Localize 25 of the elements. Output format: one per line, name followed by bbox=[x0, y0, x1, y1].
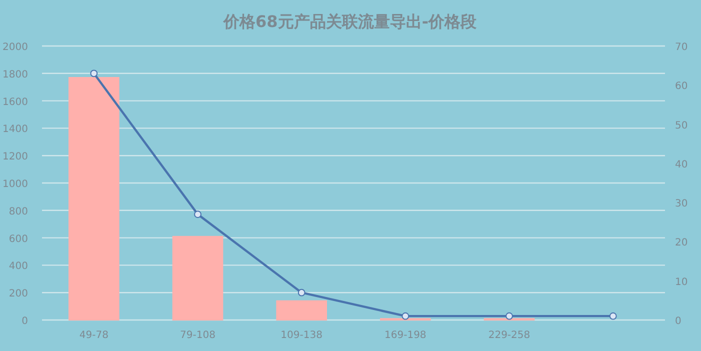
y2tick: 0 bbox=[675, 316, 682, 327]
ytick: 800 bbox=[8, 206, 28, 218]
y2tick: 70 bbox=[675, 42, 688, 53]
xtick: 79-108 bbox=[180, 330, 216, 341]
title: 价格68元产品关联流量导出-价格段 bbox=[224, 12, 476, 31]
ytick: 2000 bbox=[2, 42, 28, 53]
xtick: 229-258 bbox=[488, 330, 530, 341]
ytick: 400 bbox=[8, 261, 28, 272]
ytick: 1000 bbox=[2, 179, 28, 190]
y2tick: 40 bbox=[675, 159, 688, 170]
ytick: 1400 bbox=[2, 124, 28, 136]
ytick: 1600 bbox=[2, 96, 28, 108]
y2tick: 60 bbox=[675, 81, 688, 92]
ytick: 1800 bbox=[2, 69, 28, 80]
y2tick: 10 bbox=[675, 276, 688, 288]
ytick: 0 bbox=[22, 316, 28, 327]
xtick: 109-138 bbox=[280, 330, 322, 341]
y2tick: 50 bbox=[675, 120, 688, 132]
xtick: 49-78 bbox=[79, 330, 108, 341]
y2tick: 20 bbox=[675, 238, 688, 249]
ytick: 600 bbox=[8, 234, 28, 245]
ytick: 1200 bbox=[2, 152, 28, 163]
y2tick: 30 bbox=[675, 198, 688, 210]
xtick: 169-198 bbox=[384, 330, 426, 341]
ytick: 200 bbox=[8, 288, 28, 300]
